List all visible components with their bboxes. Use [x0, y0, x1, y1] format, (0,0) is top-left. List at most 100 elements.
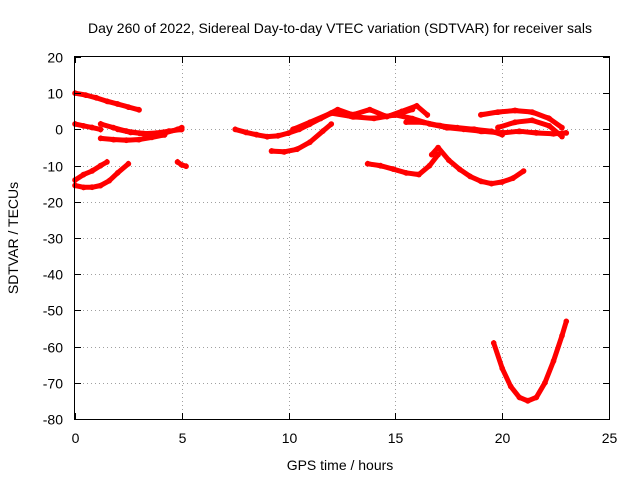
- data-point: [136, 107, 142, 113]
- data-point: [334, 106, 341, 113]
- series-line-jitter: [492, 321, 568, 401]
- data-point: [516, 394, 523, 401]
- data-point: [153, 130, 159, 136]
- data-point: [546, 115, 552, 122]
- data-point: [127, 129, 134, 136]
- series-arc-14: [403, 119, 506, 138]
- data-point: [123, 137, 130, 144]
- data-point: [97, 135, 104, 142]
- data-point: [174, 159, 181, 165]
- data-point: [437, 123, 444, 129]
- series-arc-12: [317, 102, 431, 122]
- data-point: [317, 115, 324, 122]
- y-tick-label: -60: [43, 340, 63, 356]
- data-point: [307, 139, 313, 145]
- data-point: [512, 107, 518, 114]
- data-point: [97, 162, 104, 169]
- data-point: [97, 121, 104, 127]
- data-point: [125, 161, 132, 167]
- data-point: [80, 184, 87, 191]
- data-point: [93, 95, 100, 101]
- data-point: [520, 168, 527, 174]
- data-point: [420, 119, 427, 125]
- data-point: [364, 161, 371, 167]
- data-point: [290, 126, 296, 133]
- data-point: [371, 115, 377, 122]
- data-point: [516, 128, 523, 134]
- data-point: [82, 92, 89, 98]
- data-point: [499, 365, 506, 372]
- series-arc-19: [428, 144, 527, 187]
- data-point: [294, 146, 300, 153]
- data-point: [384, 113, 390, 120]
- data-point: [525, 398, 531, 404]
- data-point: [490, 340, 497, 346]
- y-tick-label: 0: [55, 122, 63, 138]
- data-point: [243, 129, 249, 136]
- x-tick-label: 20: [495, 430, 511, 446]
- data-point: [510, 175, 516, 182]
- x-tick-label: 25: [602, 430, 618, 446]
- series-arc-4: [97, 132, 168, 144]
- x-tick-label: 15: [388, 430, 404, 446]
- data-point: [268, 148, 275, 154]
- data-point: [110, 136, 117, 143]
- data-point: [110, 124, 117, 131]
- series-line-jitter: [430, 147, 526, 185]
- data-point: [563, 130, 570, 136]
- data-point: [97, 126, 104, 133]
- data-point: [89, 124, 95, 131]
- data-point: [97, 182, 104, 189]
- data-point: [529, 109, 535, 115]
- data-point: [140, 130, 147, 137]
- tick-layer: 0 5 10 15 20 25 20 10 0 -10 -20 -30 -40 -50 -60 -70 -80: [43, 50, 618, 447]
- data-point: [104, 159, 110, 165]
- data-point: [495, 124, 501, 131]
- data-point: [467, 173, 474, 180]
- series-arc-7: [72, 160, 132, 191]
- y-axis-title: SDTVAR / TECUs: [5, 182, 21, 294]
- data-point: [392, 112, 399, 118]
- x-axis-title: GPS time / hours: [287, 457, 394, 473]
- data-point: [542, 380, 548, 386]
- data-point: [179, 162, 185, 168]
- y-tick-label: -70: [43, 376, 63, 392]
- data-point: [183, 163, 189, 170]
- data-point: [478, 112, 484, 118]
- data-point: [533, 394, 540, 401]
- series-arc-8: [174, 159, 189, 170]
- data-point: [533, 130, 540, 136]
- series-arc-10: [268, 121, 335, 155]
- chart-title: Day 260 of 2022, Sidereal Day-to-day VTE…: [88, 20, 592, 36]
- data-point: [546, 123, 552, 129]
- series-arc-15: [478, 107, 565, 131]
- data-point: [454, 124, 461, 131]
- series-arc-18: [364, 151, 441, 178]
- data-point: [512, 119, 518, 125]
- data-point: [414, 103, 420, 109]
- data-point: [114, 126, 121, 133]
- x-tick-label: 0: [72, 430, 80, 446]
- series-line-jitter: [73, 121, 103, 133]
- data-point: [149, 134, 155, 141]
- data-point: [114, 101, 121, 107]
- data-point: [435, 151, 441, 158]
- data-point: [104, 98, 110, 104]
- data-point: [89, 168, 95, 174]
- data-point: [328, 121, 335, 127]
- data-point: [507, 383, 514, 390]
- series-arc-11: [290, 106, 416, 133]
- x-tick-label: 10: [282, 430, 298, 446]
- y-tick-label: -50: [43, 303, 63, 319]
- data-point: [403, 170, 409, 176]
- data-point: [264, 133, 271, 140]
- y-tick-label: -80: [43, 412, 63, 428]
- data-point: [285, 130, 292, 136]
- y-tick-label: 10: [47, 86, 63, 102]
- data-point: [80, 123, 87, 129]
- data-point: [403, 119, 409, 125]
- series-arc-6: [72, 159, 110, 183]
- data-point: [416, 171, 422, 178]
- data-point: [563, 318, 570, 325]
- data-point: [114, 170, 121, 176]
